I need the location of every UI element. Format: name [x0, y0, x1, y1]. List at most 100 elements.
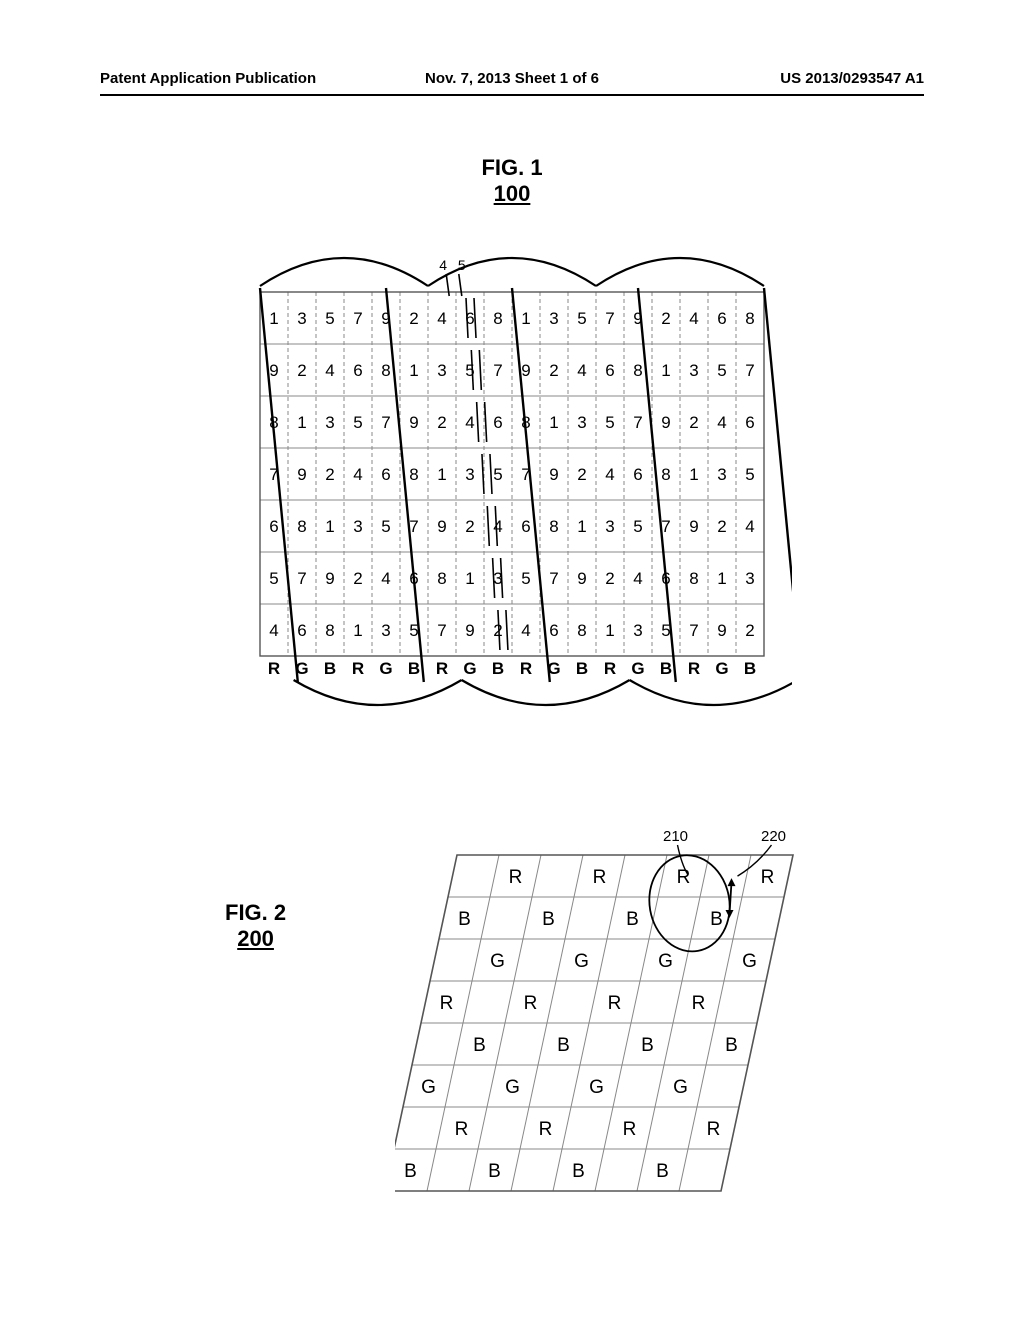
svg-text:7: 7: [521, 465, 530, 484]
header-left: Patent Application Publication: [100, 70, 316, 87]
svg-text:6: 6: [661, 569, 670, 588]
fig2-title: FIG. 2 200: [225, 900, 286, 952]
svg-text:5: 5: [325, 309, 334, 328]
svg-text:6: 6: [521, 517, 530, 536]
svg-text:6: 6: [605, 361, 614, 380]
svg-text:5: 5: [493, 465, 502, 484]
svg-text:6: 6: [633, 465, 642, 484]
svg-text:B: B: [641, 1035, 654, 1056]
svg-text:210: 210: [663, 828, 688, 845]
svg-text:B: B: [725, 1035, 738, 1056]
svg-text:3: 3: [605, 517, 614, 536]
svg-text:9: 9: [269, 361, 278, 380]
fig1-figure: 1357924681357924689246813579246813578135…: [232, 220, 792, 740]
svg-text:R: R: [436, 659, 448, 678]
svg-text:2: 2: [297, 361, 306, 380]
svg-text:2: 2: [325, 465, 334, 484]
svg-text:4: 4: [689, 309, 698, 328]
svg-text:8: 8: [269, 413, 278, 432]
svg-text:1: 1: [353, 621, 362, 640]
svg-text:R: R: [707, 1119, 721, 1140]
svg-text:G: G: [421, 1077, 436, 1098]
svg-text:1: 1: [297, 413, 306, 432]
svg-text:1: 1: [605, 621, 614, 640]
svg-text:7: 7: [661, 517, 670, 536]
svg-text:9: 9: [409, 413, 418, 432]
svg-text:6: 6: [493, 413, 502, 432]
svg-text:R: R: [524, 993, 538, 1014]
svg-text:B: B: [492, 659, 504, 678]
svg-text:8: 8: [549, 517, 558, 536]
svg-text:4: 4: [577, 361, 586, 380]
svg-text:7: 7: [437, 621, 446, 640]
svg-text:B: B: [576, 659, 588, 678]
svg-text:1: 1: [269, 309, 278, 328]
svg-text:3: 3: [465, 465, 474, 484]
svg-text:2: 2: [689, 413, 698, 432]
svg-text:B: B: [744, 659, 756, 678]
header-rule: [100, 94, 924, 96]
fig1-label: FIG. 1: [481, 155, 542, 180]
header-right: US 2013/0293547 A1: [780, 70, 924, 87]
svg-text:6: 6: [269, 517, 278, 536]
svg-text:8: 8: [633, 361, 642, 380]
svg-text:R: R: [761, 867, 775, 888]
fig2-number: 200: [237, 926, 274, 951]
svg-text:1: 1: [325, 517, 334, 536]
svg-text:9: 9: [577, 569, 586, 588]
svg-text:B: B: [626, 909, 639, 930]
svg-text:2: 2: [577, 465, 586, 484]
svg-text:9: 9: [381, 309, 390, 328]
svg-text:220: 220: [761, 828, 786, 845]
svg-text:8: 8: [493, 309, 502, 328]
svg-text:3: 3: [353, 517, 362, 536]
svg-text:7: 7: [605, 309, 614, 328]
fig2-label: FIG. 2: [225, 900, 286, 925]
svg-text:8: 8: [437, 569, 446, 588]
svg-text:6: 6: [745, 413, 754, 432]
svg-text:5: 5: [269, 569, 278, 588]
svg-text:5: 5: [605, 413, 614, 432]
svg-text:8: 8: [325, 621, 334, 640]
svg-text:9: 9: [297, 465, 306, 484]
svg-text:G: G: [505, 1077, 520, 1098]
header-center: Nov. 7, 2013 Sheet 1 of 6: [425, 70, 599, 87]
svg-text:7: 7: [689, 621, 698, 640]
svg-text:1: 1: [549, 413, 558, 432]
svg-text:2: 2: [353, 569, 362, 588]
svg-text:G: G: [490, 951, 505, 972]
svg-text:1: 1: [409, 361, 418, 380]
svg-text:R: R: [440, 993, 454, 1014]
svg-text:R: R: [352, 659, 364, 678]
svg-text:2: 2: [605, 569, 614, 588]
svg-text:R: R: [692, 993, 706, 1014]
svg-text:R: R: [539, 1119, 553, 1140]
svg-text:8: 8: [297, 517, 306, 536]
svg-text:5: 5: [661, 621, 670, 640]
svg-text:7: 7: [269, 465, 278, 484]
svg-text:9: 9: [465, 621, 474, 640]
svg-text:R: R: [604, 659, 616, 678]
svg-text:2: 2: [465, 517, 474, 536]
svg-text:5: 5: [353, 413, 362, 432]
svg-text:3: 3: [325, 413, 334, 432]
svg-text:1: 1: [465, 569, 474, 588]
svg-text:8: 8: [661, 465, 670, 484]
svg-text:3: 3: [297, 309, 306, 328]
svg-text:2: 2: [745, 621, 754, 640]
svg-text:4: 4: [521, 621, 530, 640]
svg-text:4: 4: [439, 257, 447, 273]
svg-text:5: 5: [458, 257, 466, 273]
svg-text:1: 1: [661, 361, 670, 380]
svg-text:2: 2: [409, 309, 418, 328]
svg-text:5: 5: [633, 517, 642, 536]
svg-text:R: R: [520, 659, 532, 678]
svg-text:1: 1: [437, 465, 446, 484]
svg-text:3: 3: [633, 621, 642, 640]
svg-text:3: 3: [717, 465, 726, 484]
svg-text:2: 2: [717, 517, 726, 536]
svg-text:6: 6: [717, 309, 726, 328]
svg-text:4: 4: [437, 309, 446, 328]
svg-text:7: 7: [381, 413, 390, 432]
svg-text:G: G: [631, 659, 644, 678]
